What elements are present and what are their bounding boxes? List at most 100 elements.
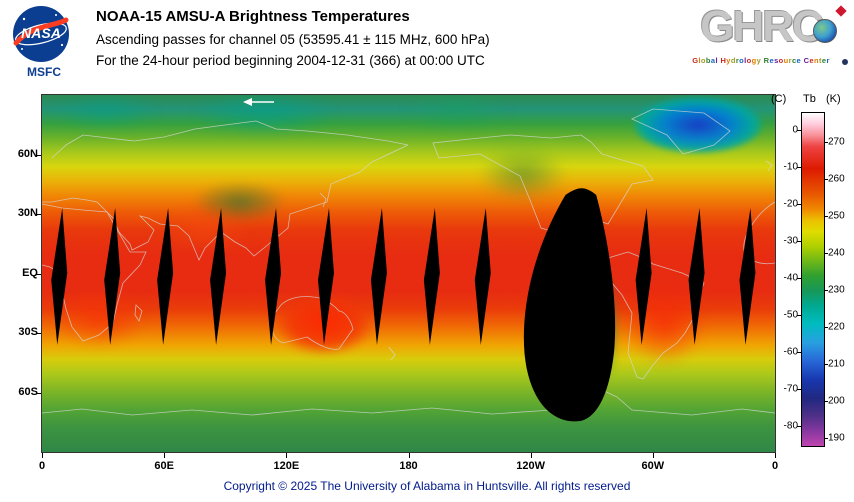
colorbar-kelvin-tick xyxy=(824,437,828,439)
swath-direction-arrow-icon xyxy=(243,98,274,106)
colorbar-kelvin-label: 260 xyxy=(828,173,845,185)
y-axis-tick xyxy=(36,392,41,394)
continent-outline-eurasia-north xyxy=(51,120,409,159)
map-canvas xyxy=(41,94,776,453)
continent-outline-africa-west xyxy=(743,201,775,265)
colorbar-celsius-tick xyxy=(797,425,801,427)
x-axis-tick xyxy=(42,453,43,458)
swath-gap xyxy=(104,208,121,345)
colorbar-kelvin-label: 210 xyxy=(828,358,845,370)
x-axis-tick xyxy=(652,453,654,458)
y-axis-tick xyxy=(36,333,41,334)
chart-subtitle: Ascending passes for channel 05 (53595.4… xyxy=(96,32,490,47)
continent-outline-north-america xyxy=(432,134,654,259)
nasa-logo: NASA MSFC xyxy=(12,5,76,83)
colorbar-kelvin-tick xyxy=(824,363,828,365)
colorbar-kelvin-tick xyxy=(824,141,828,143)
colorbar-kelvin-label: 230 xyxy=(828,284,845,296)
x-axis-label: 120E xyxy=(273,460,300,472)
continent-outline-antarctica xyxy=(42,389,775,416)
swath-gap xyxy=(210,208,227,345)
y-axis-tick xyxy=(36,154,41,156)
ghrc-dot-icon xyxy=(842,59,848,65)
colorbar-celsius-tick xyxy=(797,203,801,205)
swath-gap xyxy=(474,208,491,345)
colorbar-kelvin-tick xyxy=(824,289,828,291)
ghrc-wordmark: GHRC xyxy=(700,2,824,51)
x-axis-tick xyxy=(408,453,410,458)
large-swath-gap xyxy=(523,188,616,422)
ghrc-globe-icon xyxy=(813,19,837,43)
continent-outline-japan xyxy=(319,192,327,208)
colorbar-celsius-label: -50 xyxy=(783,309,798,321)
colorbar-celsius-label: -80 xyxy=(783,420,798,432)
colorbar-celsius-header: (C) xyxy=(771,93,787,105)
ghrc-tagline: Global Hydrology Resource Center xyxy=(692,56,830,65)
colorbar-celsius-label: -60 xyxy=(783,346,798,358)
missing-data-swath-gaps xyxy=(51,188,756,422)
x-axis-label: 120W xyxy=(516,460,546,472)
colorbar-celsius-tick xyxy=(797,240,801,242)
x-axis-label: 180 xyxy=(399,460,418,472)
colorbar-kelvin-label: 220 xyxy=(828,321,845,333)
swath-gap xyxy=(317,208,334,345)
colorbar-celsius-tick xyxy=(797,129,801,131)
swath-gap xyxy=(157,208,174,345)
colorbar-kelvin-tick xyxy=(824,215,828,217)
colorbar-kelvin-label: 200 xyxy=(828,395,845,407)
colorbar-kelvin-tick xyxy=(824,326,828,328)
colorbar-celsius-tick xyxy=(797,277,801,279)
continent-outline-new-zealand xyxy=(388,346,396,361)
nasa-wordmark: NASA xyxy=(21,25,61,41)
x-axis-label: 0 xyxy=(771,460,779,472)
y-axis-label: 60S xyxy=(18,385,38,398)
chart-title: NOAA-15 AMSU-A Brightness Temperatures xyxy=(96,8,410,25)
y-axis-label: 30N xyxy=(17,207,38,219)
swath-gap xyxy=(688,208,705,345)
swath-gap xyxy=(635,208,652,345)
x-axis-tick xyxy=(286,453,288,458)
ghrc-logo: GHRC Global Hydrology Resource Center xyxy=(676,2,848,65)
colorbar-kelvin-tick xyxy=(824,252,828,254)
colorbar-variable-header: Tb xyxy=(803,93,816,105)
colorbar-celsius-label: -20 xyxy=(783,198,798,210)
colorbar-kelvin-header: (K) xyxy=(826,93,841,105)
nasa-center-label: MSFC xyxy=(27,65,61,79)
colorbar-kelvin-tick xyxy=(824,400,828,402)
colorbar-kelvin-tick xyxy=(824,178,828,180)
y-axis-label: 30S xyxy=(18,326,38,338)
x-axis-tick xyxy=(530,453,532,458)
colorbar-celsius-label: 0 xyxy=(792,124,798,136)
colorbar-celsius-tick xyxy=(797,314,801,316)
continent-outline-asia-coast xyxy=(42,144,409,261)
colorbar-celsius-label: -30 xyxy=(783,235,798,247)
swath-gap xyxy=(739,208,756,345)
x-axis-label: 60W xyxy=(641,460,665,472)
continent-outline-british-isles xyxy=(765,160,773,172)
map-overlay-svg xyxy=(42,98,775,422)
x-axis-label: 60E xyxy=(154,460,174,472)
y-axis-label: 60N xyxy=(17,147,38,160)
chart-period: For the 24-hour period beginning 2004-12… xyxy=(96,53,485,68)
y-axis-tick xyxy=(36,273,41,275)
colorbar-celsius-tick xyxy=(797,351,801,353)
colorbar-celsius-tick xyxy=(797,166,801,168)
colorbar-celsius-label: -10 xyxy=(783,161,798,173)
colorbar-celsius-tick xyxy=(797,388,801,390)
colorbar xyxy=(801,112,825,447)
x-axis-tick xyxy=(775,453,776,458)
x-axis-label: 0 xyxy=(38,460,46,472)
continent-outlines xyxy=(42,108,775,416)
y-axis-label: EQ xyxy=(22,266,38,279)
x-axis-tick xyxy=(164,453,166,458)
continent-outline-australia xyxy=(271,296,354,350)
continent-outline-madagascar xyxy=(134,304,143,322)
colorbar-kelvin-label: 270 xyxy=(828,136,845,148)
title-block: NOAA-15 AMSU-A Brightness Temperatures A… xyxy=(96,8,490,74)
y-axis-tick xyxy=(36,214,41,215)
nasa-swoosh-icon xyxy=(13,17,69,46)
continent-outline-south-america xyxy=(603,251,705,380)
continent-outline-greenland xyxy=(631,108,731,155)
swath-gap xyxy=(370,208,387,345)
